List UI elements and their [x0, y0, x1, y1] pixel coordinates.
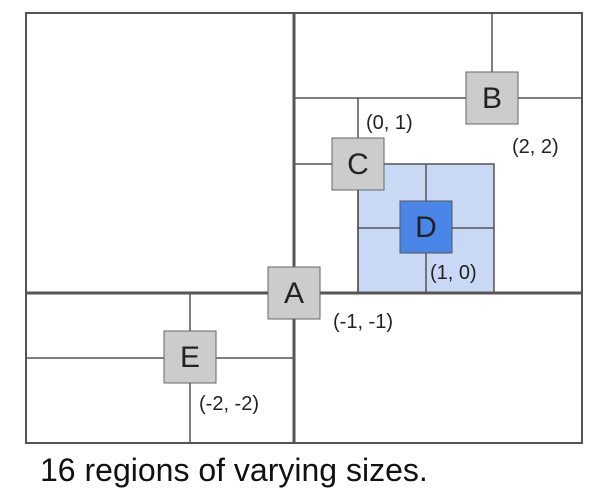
node-d-box — [399, 200, 453, 254]
node-d: D — [399, 200, 453, 254]
node-e: E — [163, 330, 217, 384]
node-b-box — [465, 71, 519, 125]
node-d-letter: D — [415, 211, 437, 244]
node-e-box — [163, 330, 217, 384]
node-a-box — [267, 266, 321, 320]
node-c-box — [331, 137, 385, 191]
diagram-caption: 16 regions of varying sizes. — [40, 452, 428, 488]
node-c: C — [331, 137, 385, 191]
node-a: A — [267, 266, 321, 320]
node-d-coord: (1, 0) — [430, 262, 477, 284]
node-a-letter: A — [284, 277, 304, 310]
node-a-coord: (-1, -1) — [333, 311, 393, 333]
node-c-coord: (0, 1) — [366, 112, 413, 134]
node-b: B — [465, 71, 519, 125]
node-b-letter: B — [482, 82, 502, 115]
node-b-coord: (2, 2) — [512, 136, 559, 158]
node-e-letter: E — [180, 341, 200, 374]
node-c-letter: C — [347, 148, 369, 181]
outer-frame — [25, 12, 583, 444]
node-e-coord: (-2, -2) — [199, 393, 259, 415]
